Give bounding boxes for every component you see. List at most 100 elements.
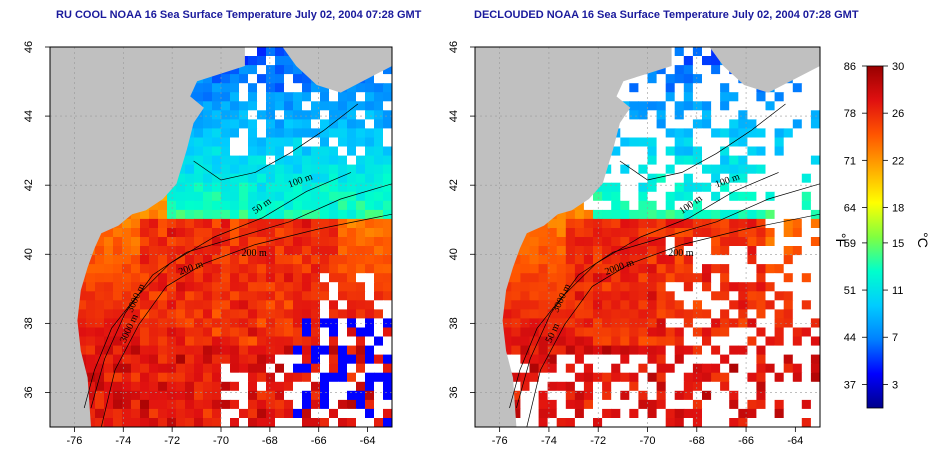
sst-cell (338, 101, 348, 111)
sst-cell (320, 399, 330, 410)
sst-cell (338, 372, 348, 383)
sst-cell (765, 218, 776, 229)
sst-cell (221, 83, 231, 93)
sst-cell (176, 237, 186, 247)
sst-cell (311, 390, 321, 401)
sst-cell (257, 228, 267, 238)
x-tick-label: -74 (541, 435, 557, 447)
sst-cell (365, 291, 375, 301)
sst-cell (801, 300, 812, 310)
sst-cell (293, 92, 303, 102)
sst-cell (638, 146, 649, 157)
sst-cell (248, 237, 258, 247)
sst-cell (293, 309, 303, 319)
sst-cell (248, 119, 258, 129)
sst-cell (801, 119, 812, 129)
sst-cell (302, 83, 312, 93)
sst-cell (747, 209, 758, 220)
sst-cell (810, 83, 820, 93)
sst-cell (629, 408, 639, 419)
sst-cell (520, 309, 531, 319)
sst-cell (538, 399, 549, 410)
sst-cell (230, 372, 240, 383)
sst-cell (383, 381, 392, 392)
sst-cell (176, 209, 186, 220)
sst-cell (266, 327, 276, 338)
sst-cell (248, 128, 258, 138)
sst-cell (275, 119, 285, 129)
sst-cell (638, 164, 649, 175)
sst-cell (738, 246, 748, 256)
sst-cell (810, 273, 820, 283)
sst-cell (792, 336, 803, 347)
sst-cell (720, 399, 730, 410)
sst-cell (638, 264, 649, 274)
sst-cell (365, 182, 375, 193)
sst-cell (257, 237, 267, 247)
sst-cell (583, 309, 594, 319)
sst-cell (257, 128, 267, 138)
sst-cell (656, 155, 667, 166)
sst-cell (338, 300, 348, 310)
sst-cell (556, 327, 567, 338)
y-tick-label: 44 (448, 110, 460, 122)
sst-cell (620, 173, 630, 184)
sst-cell (792, 218, 803, 229)
sst-cell (593, 363, 603, 374)
sst-cell (711, 146, 721, 157)
sst-cell (529, 363, 540, 374)
sst-cell (783, 264, 794, 274)
sst-cell (212, 363, 222, 374)
sst-cell (293, 74, 303, 84)
sst-cell (665, 327, 676, 338)
sst-cell (738, 155, 748, 166)
sst-cell (656, 209, 667, 220)
sst-cell (239, 399, 249, 410)
sst-cell (302, 354, 312, 365)
sst-cell (275, 408, 285, 419)
sst-cell (149, 345, 159, 356)
sst-cell (194, 246, 204, 256)
sst-cell (665, 418, 676, 427)
sst-cell (792, 309, 803, 319)
sst-cell (738, 119, 748, 129)
sst-cell (683, 56, 694, 66)
sst-cell (656, 363, 667, 374)
sst-cell (257, 56, 267, 66)
sst-cell (356, 182, 366, 193)
sst-cell (284, 381, 294, 392)
sst-cell (674, 56, 685, 66)
fahrenheit-label: 44 (844, 332, 856, 344)
sst-cell (383, 110, 392, 120)
sst-cell (239, 110, 249, 120)
sst-cell (140, 291, 150, 301)
sst-cell (729, 246, 739, 256)
sst-cell (293, 255, 303, 265)
sst-cell (756, 209, 767, 220)
sst-cell (230, 246, 240, 256)
sst-cell (611, 255, 621, 265)
sst-cell (620, 327, 630, 338)
land-mass (282, 47, 392, 93)
sst-cell (638, 327, 649, 338)
sst-cell (547, 381, 558, 392)
sst-cell (338, 246, 348, 256)
sst-cell (320, 291, 330, 301)
sst-cell (711, 246, 721, 256)
sst-cell (320, 146, 330, 157)
sst-cell (140, 363, 150, 374)
sst-cell (674, 237, 685, 247)
sst-cell (756, 237, 767, 247)
sst-cell (338, 264, 348, 274)
sst-cell (383, 246, 392, 256)
sst-cell (158, 390, 168, 401)
sst-cell (611, 246, 621, 256)
sst-cell (529, 264, 540, 274)
sst-cell (602, 336, 612, 347)
sst-cell (131, 309, 141, 319)
sst-cell (302, 74, 312, 84)
sst-cell (239, 273, 249, 283)
sst-cell (185, 418, 195, 427)
sst-cell (765, 173, 776, 184)
sst-cell (774, 110, 785, 120)
